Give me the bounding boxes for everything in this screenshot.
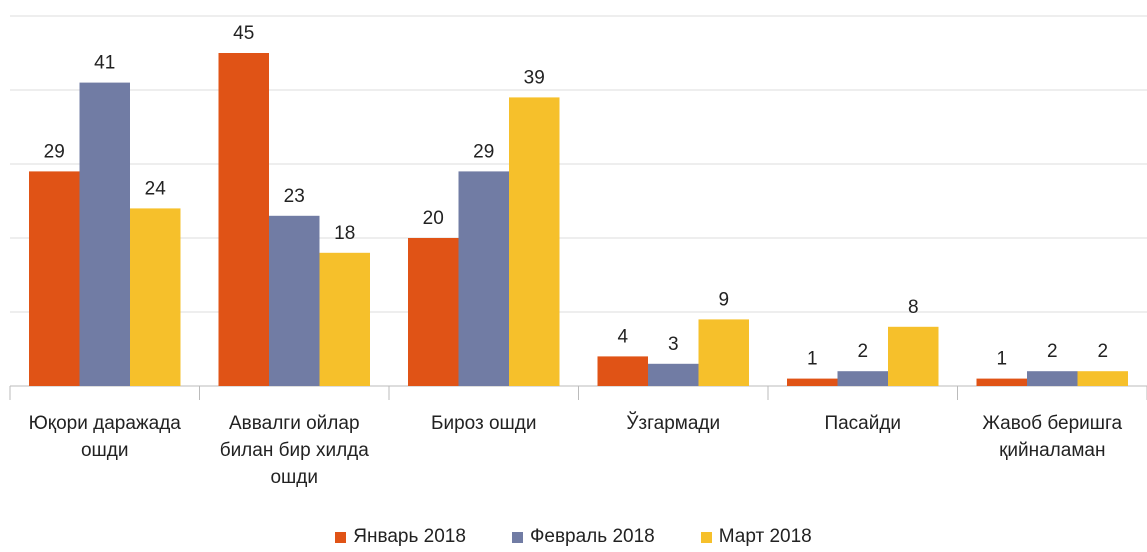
x-tick-label: Пасайди [824, 413, 902, 434]
legend-label: Март 2018 [718, 526, 812, 547]
data-label: 9 [718, 289, 729, 310]
data-label: 18 [334, 223, 355, 244]
bar [787, 378, 838, 386]
data-label: 45 [233, 23, 254, 44]
data-label: 1 [807, 349, 818, 370]
x-tick-label: Жавоб беришга қийналаман [982, 413, 1123, 461]
bar [319, 252, 370, 386]
data-label: 8 [908, 297, 919, 318]
bar [837, 371, 888, 386]
bar [648, 363, 699, 386]
data-label: 2 [1047, 341, 1058, 362]
data-label: 1 [996, 349, 1007, 370]
legend-item: Январь 2018 [335, 526, 466, 548]
data-label: 23 [284, 186, 305, 207]
data-label: 41 [94, 53, 115, 74]
legend: Январь 2018 Февраль 2018 Март 2018 [0, 526, 1147, 548]
bar [509, 97, 560, 387]
legend-swatch [700, 531, 712, 543]
data-label: 20 [423, 208, 444, 229]
x-tick-label: Ўзгармади [626, 413, 721, 434]
bar [888, 326, 939, 386]
legend-label: Февраль 2018 [529, 526, 655, 547]
data-label: 2 [857, 341, 868, 362]
bar [1027, 371, 1078, 386]
x-tick-label: Аввалги ойлар билан бир хилда ошди [219, 413, 369, 488]
legend-swatch [511, 531, 523, 543]
data-label: 29 [473, 141, 494, 162]
x-tick-label: Бироз ошди [430, 413, 537, 434]
bar [29, 171, 80, 386]
bar [130, 208, 181, 386]
bar [408, 238, 459, 386]
data-label: 3 [668, 334, 679, 355]
bar [1077, 371, 1128, 386]
bar [698, 319, 749, 386]
bar [218, 53, 269, 386]
data-label: 24 [145, 178, 167, 199]
bar [458, 171, 509, 386]
bar [597, 356, 648, 386]
bar [79, 82, 130, 386]
data-label: 29 [44, 141, 65, 162]
legend-swatch [335, 531, 347, 543]
legend-item: Март 2018 [700, 526, 812, 548]
bar [976, 378, 1027, 386]
data-label: 39 [524, 67, 545, 88]
bar [269, 215, 320, 386]
data-label: 2 [1097, 341, 1108, 362]
legend-item: Февраль 2018 [511, 526, 655, 548]
legend-label: Январь 2018 [353, 526, 466, 547]
data-label: 4 [617, 326, 628, 347]
x-tick-label: Юқори даражада ошди [28, 413, 181, 461]
